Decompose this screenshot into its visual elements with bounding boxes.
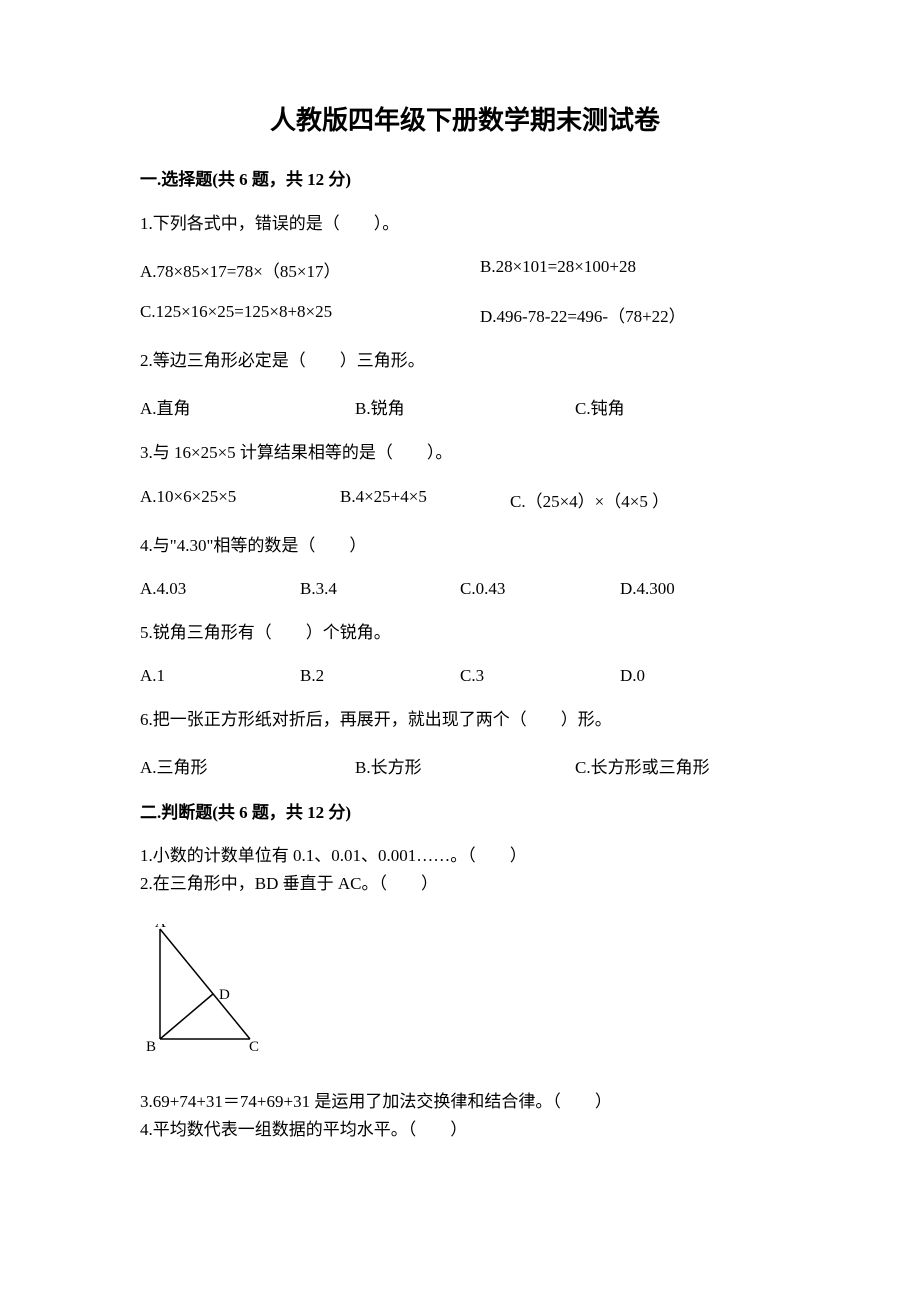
q3-option-a: A.10×6×25×5: [140, 487, 340, 512]
q1-options-row1: A.78×85×17=78×（85×17） B.28×101=28×100+28: [140, 257, 790, 282]
page-title: 人教版四年级下册数学期末测试卷: [140, 100, 790, 137]
q3-option-b: B.4×25+4×5: [340, 487, 510, 512]
q6-option-b: B.长方形: [355, 753, 575, 778]
q6-options: A.三角形 B.长方形 C.长方形或三角形: [140, 753, 790, 778]
triangle-svg: A B C D: [140, 924, 270, 1054]
q2-options: A.直角 B.锐角 C.钝角: [140, 394, 790, 419]
q1-option-c: C.125×16×25=125×8+8×25: [140, 302, 480, 327]
j2-text: 2.在三角形中，BD 垂直于 AC。（ ）: [140, 871, 790, 897]
j4-text: 4.平均数代表一组数据的平均水平。（ ）: [140, 1117, 790, 1143]
q2-option-a: A.直角: [140, 394, 355, 419]
svg-text:C: C: [249, 1039, 259, 1054]
svg-text:A: A: [155, 924, 166, 931]
q1-text: 1.下列各式中，错误的是（ ）。: [140, 210, 790, 237]
q4-option-b: B.3.4: [300, 579, 460, 599]
q5-options: A.1 B.2 C.3 D.0: [140, 666, 790, 686]
svg-text:B: B: [146, 1039, 156, 1054]
q5-option-b: B.2: [300, 666, 460, 686]
triangle-diagram: A B C D: [140, 924, 790, 1059]
q6-option-c: C.长方形或三角形: [575, 753, 790, 778]
j1-text: 1.小数的计数单位有 0.1、0.01、0.001……。（ ）: [140, 843, 790, 869]
q6-option-a: A.三角形: [140, 753, 355, 778]
q5-text: 5.锐角三角形有（ ）个锐角。: [140, 619, 790, 646]
q3-options: A.10×6×25×5 B.4×25+4×5 C.（25×4）×（4×5 ）: [140, 487, 790, 512]
q4-option-a: A.4.03: [140, 579, 300, 599]
svg-text:D: D: [219, 987, 230, 1003]
q1-option-a: A.78×85×17=78×（85×17）: [140, 257, 480, 282]
q4-option-d: D.4.300: [620, 579, 790, 599]
q5-option-c: C.3: [460, 666, 620, 686]
q3-text: 3.与 16×25×5 计算结果相等的是（ ）。: [140, 439, 790, 466]
q3-option-c: C.（25×4）×（4×5 ）: [510, 487, 790, 512]
q2-text: 2.等边三角形必定是（ ）三角形。: [140, 347, 790, 374]
q5-option-a: A.1: [140, 666, 300, 686]
q1-option-d: D.496-78-22=496-（78+22）: [480, 302, 790, 327]
q6-text: 6.把一张正方形纸对折后，再展开，就出现了两个（ ）形。: [140, 706, 790, 733]
q2-option-b: B.锐角: [355, 394, 575, 419]
q4-options: A.4.03 B.3.4 C.0.43 D.4.300: [140, 579, 790, 599]
q1-option-b: B.28×101=28×100+28: [480, 257, 790, 282]
q5-option-d: D.0: [620, 666, 790, 686]
section1-header: 一.选择题(共 6 题，共 12 分): [140, 165, 790, 190]
q4-option-c: C.0.43: [460, 579, 620, 599]
j3-text: 3.69+74+31＝74+69+31 是运用了加法交换律和结合律。（ ）: [140, 1089, 790, 1115]
q1-options-row2: C.125×16×25=125×8+8×25 D.496-78-22=496-（…: [140, 302, 790, 327]
q2-option-c: C.钝角: [575, 394, 790, 419]
q4-text: 4.与"4.30"相等的数是（ ）: [140, 532, 790, 559]
section2-header: 二.判断题(共 6 题，共 12 分): [140, 798, 790, 823]
